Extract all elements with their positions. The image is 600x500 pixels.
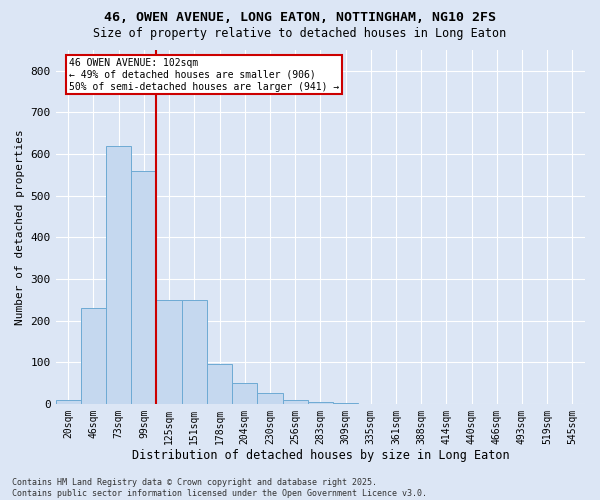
Text: 46, OWEN AVENUE, LONG EATON, NOTTINGHAM, NG10 2FS: 46, OWEN AVENUE, LONG EATON, NOTTINGHAM,… [104, 11, 496, 24]
Bar [182, 300, 207, 404]
Bar [81, 308, 106, 404]
Bar [56, 400, 81, 404]
Text: Contains HM Land Registry data © Crown copyright and database right 2025.
Contai: Contains HM Land Registry data © Crown c… [12, 478, 427, 498]
Text: Size of property relative to detached houses in Long Eaton: Size of property relative to detached ho… [94, 28, 506, 40]
Bar [131, 170, 157, 404]
Bar [257, 394, 283, 404]
X-axis label: Distribution of detached houses by size in Long Eaton: Distribution of detached houses by size … [131, 450, 509, 462]
Y-axis label: Number of detached properties: Number of detached properties [15, 129, 25, 325]
Bar [157, 300, 182, 404]
Text: 46 OWEN AVENUE: 102sqm
← 49% of detached houses are smaller (906)
50% of semi-de: 46 OWEN AVENUE: 102sqm ← 49% of detached… [68, 58, 339, 92]
Bar [106, 146, 131, 404]
Bar [232, 383, 257, 404]
Bar [207, 364, 232, 404]
Bar [283, 400, 308, 404]
Bar [308, 402, 333, 404]
Bar [333, 403, 358, 404]
